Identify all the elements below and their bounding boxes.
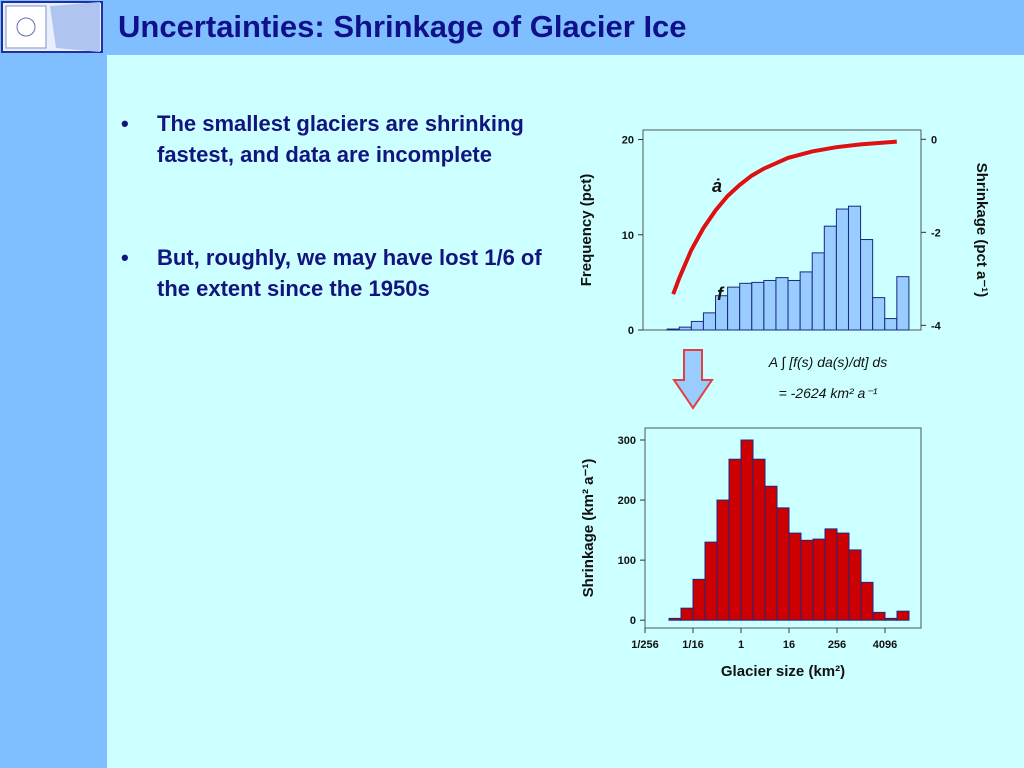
bar [800, 539, 814, 621]
bar [666, 328, 680, 331]
bar [739, 282, 753, 331]
y-axis-label: Shrinkage (km² a⁻¹) [580, 459, 597, 598]
curve-label: ȧ [712, 176, 722, 196]
y-tick-label: 300 [618, 435, 636, 447]
y2-tick-label: -2 [931, 227, 941, 239]
y-tick-label: 20 [622, 135, 634, 147]
y-tick-label: 10 [622, 230, 634, 242]
bar [823, 225, 837, 331]
bar [727, 286, 741, 331]
bar [690, 320, 704, 331]
bar [680, 607, 694, 621]
bar [884, 318, 898, 331]
x-axis-label: Glacier size (km²) [721, 663, 845, 680]
bullet: • But, roughly, we may have lost 1/6 of t… [121, 245, 542, 301]
x-tick-label: 1/256 [631, 639, 659, 651]
bar [799, 271, 813, 331]
bar [751, 281, 765, 331]
bar [860, 581, 874, 621]
bar [896, 610, 910, 621]
bar [678, 326, 692, 331]
bar [692, 578, 706, 621]
bar [847, 205, 862, 331]
bar [860, 239, 874, 331]
bar [752, 458, 766, 621]
formula-result: = -2624 km² a⁻¹ [779, 385, 878, 401]
bullet-text: The smallest glaciers are shrinking fast… [157, 111, 524, 167]
y2-tick-label: 0 [931, 134, 937, 146]
bar [728, 458, 742, 621]
x-tick-label: 16 [783, 639, 795, 651]
plot-frame [644, 427, 922, 629]
y-axis-label: Frequency (pct) [578, 174, 595, 287]
x-tick-label: 4096 [873, 639, 897, 651]
bar [811, 252, 825, 331]
arrow [672, 349, 714, 410]
bar [704, 541, 718, 621]
bar [763, 279, 777, 331]
bar [848, 549, 862, 621]
slide-title: Uncertainties: Shrinkage of Glacier Ice [118, 9, 687, 44]
bar [787, 279, 801, 331]
bullet-text: But, roughly, we may have lost 1/6 of th… [157, 245, 542, 301]
logo [1, 1, 103, 53]
sidebar [0, 0, 107, 768]
bar [716, 499, 730, 621]
curve [671, 139, 897, 295]
bullet: • The smallest glaciers are shrinking fas… [121, 111, 524, 167]
bar [896, 276, 910, 331]
curve-label: f [717, 284, 725, 304]
formula: A ∫ [f(s) da(s)/dt] ds [768, 354, 887, 371]
bar [740, 439, 754, 621]
bar [824, 528, 838, 621]
bar [836, 532, 850, 621]
y-tick-label: 0 [630, 615, 636, 627]
bar [668, 617, 682, 621]
x-tick-label: 1/16 [682, 639, 703, 651]
bar [835, 208, 849, 331]
y-tick-label: 0 [628, 325, 634, 337]
bar [872, 297, 886, 331]
bar [884, 617, 898, 621]
bar [812, 538, 826, 621]
y2-tick-label: -4 [931, 320, 942, 332]
y-tick-label: 100 [618, 555, 636, 567]
bar [776, 507, 790, 621]
y-tick-label: 200 [618, 495, 636, 507]
x-tick-label: 256 [828, 639, 846, 651]
bar [702, 312, 717, 331]
bar [872, 611, 886, 621]
x-tick-label: 1 [738, 639, 744, 651]
bar [764, 485, 778, 621]
bar [788, 532, 802, 621]
title-bar [107, 0, 1024, 55]
y2-axis-label: Shrinkage (pct a⁻¹) [973, 163, 990, 298]
bar [775, 277, 789, 331]
